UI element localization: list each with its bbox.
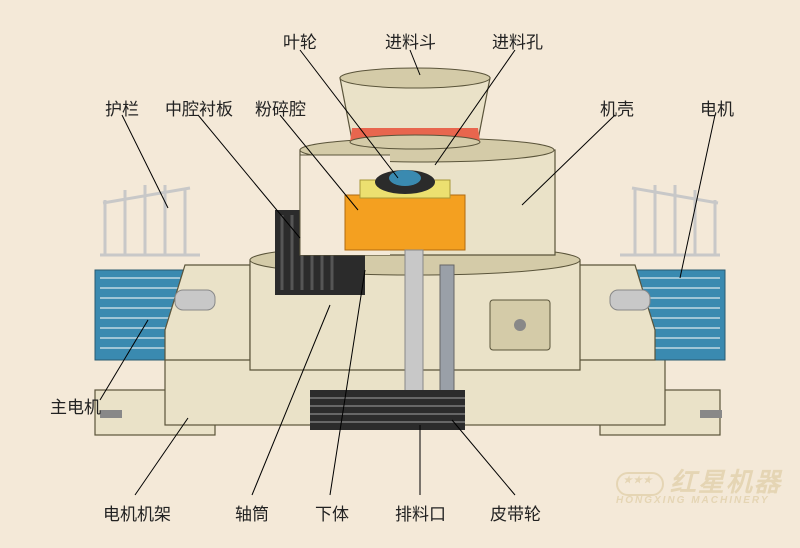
brand-name: 红星机器 bbox=[670, 467, 782, 497]
label-shaft-tube: 轴筒 bbox=[235, 500, 269, 525]
label-main-motor: 主电机 bbox=[50, 393, 101, 418]
label-lower-body: 下体 bbox=[315, 500, 349, 525]
label-motor-frame: 电机机架 bbox=[103, 500, 171, 525]
label-pulley: 皮带轮 bbox=[490, 500, 541, 525]
brand-logo-icon bbox=[616, 472, 664, 496]
label-motor: 电机 bbox=[700, 95, 734, 120]
label-crush-cavity: 粉碎腔 bbox=[255, 95, 306, 120]
brand-subtitle: HONGXING MACHINERY bbox=[616, 495, 782, 506]
label-discharge: 排料口 bbox=[395, 500, 446, 525]
label-feed-hole: 进料孔 bbox=[492, 28, 543, 53]
brand-watermark: 红星机器 HONGXING MACHINERY bbox=[616, 462, 782, 506]
label-impeller: 叶轮 bbox=[283, 28, 317, 53]
label-cavity-liner: 中腔衬板 bbox=[165, 95, 233, 120]
label-guardrail: 护栏 bbox=[105, 95, 139, 120]
label-feed-hopper: 进料斗 bbox=[385, 28, 436, 53]
label-casing: 机壳 bbox=[600, 95, 634, 120]
